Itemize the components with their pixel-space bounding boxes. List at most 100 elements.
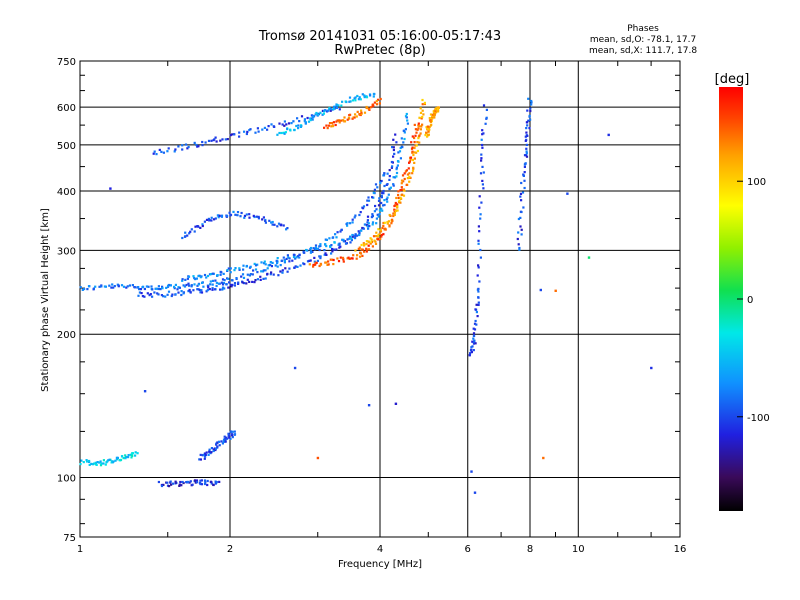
data-point <box>475 303 478 306</box>
data-point <box>342 260 345 263</box>
data-point <box>138 291 141 294</box>
data-point <box>413 151 416 154</box>
data-point <box>523 154 527 157</box>
data-point <box>303 251 306 254</box>
data-point <box>202 285 205 288</box>
data-point <box>126 285 129 288</box>
data-point <box>313 260 316 263</box>
data-point <box>395 175 398 178</box>
data-point <box>398 199 401 202</box>
data-point <box>193 230 196 233</box>
data-point <box>159 288 162 291</box>
data-point <box>243 216 246 219</box>
x-tick-label: 16 <box>674 544 687 555</box>
data-point <box>199 291 202 294</box>
data-point <box>104 463 107 466</box>
data-point <box>411 169 415 172</box>
data-point <box>354 113 357 116</box>
data-point <box>231 436 234 439</box>
data-point <box>298 256 301 259</box>
data-point <box>205 451 208 454</box>
data-point <box>365 240 368 243</box>
data-point <box>217 282 220 285</box>
data-point <box>397 193 400 197</box>
data-point <box>371 196 374 199</box>
data-point <box>330 244 333 247</box>
data-point <box>306 260 310 263</box>
data-point <box>399 157 402 160</box>
data-point <box>174 283 177 286</box>
data-point <box>270 265 273 268</box>
data-point <box>381 226 384 230</box>
data-point <box>197 145 200 148</box>
data-point <box>385 198 388 201</box>
data-point <box>327 260 330 263</box>
data-point <box>119 458 123 461</box>
data-point <box>316 247 319 250</box>
data-point <box>473 328 477 331</box>
data-point <box>388 213 391 217</box>
data-point <box>228 281 231 284</box>
data-point <box>98 461 101 464</box>
data-point <box>285 123 288 126</box>
data-point <box>375 103 379 106</box>
data-point <box>216 214 219 217</box>
data-point <box>206 479 209 483</box>
data-point <box>227 432 230 435</box>
data-point <box>525 131 528 134</box>
data-point <box>319 255 322 258</box>
data-point <box>214 447 217 450</box>
data-point <box>521 191 525 194</box>
data-point <box>114 459 117 462</box>
data-point <box>406 119 409 122</box>
data-point <box>421 115 424 119</box>
data-point <box>291 259 294 262</box>
data-point <box>238 135 241 138</box>
data-point <box>381 191 384 194</box>
data-point <box>256 127 259 130</box>
data-point <box>380 194 383 197</box>
data-point <box>221 286 225 289</box>
data-point <box>221 138 224 141</box>
data-point <box>231 133 234 136</box>
data-point <box>383 221 386 224</box>
data-point <box>200 275 203 278</box>
data-point <box>160 294 163 297</box>
data-point <box>224 440 227 443</box>
data-point <box>379 181 382 184</box>
data-point <box>401 188 404 191</box>
data-point <box>266 272 269 275</box>
data-point <box>256 271 259 274</box>
data-point <box>386 183 389 186</box>
data-point <box>367 404 371 407</box>
data-point <box>369 94 372 97</box>
data-point <box>209 283 212 286</box>
data-point <box>476 274 479 277</box>
data-point <box>146 292 149 295</box>
data-point <box>414 128 417 131</box>
data-point <box>375 231 378 234</box>
data-point <box>360 111 363 114</box>
data-point <box>293 266 296 269</box>
data-point <box>377 215 380 218</box>
data-point <box>375 222 378 225</box>
data-point <box>214 279 217 282</box>
data-point <box>417 137 420 140</box>
data-point <box>326 127 329 130</box>
data-point <box>421 98 424 102</box>
phase-stats-o: mean, sd,O: -78.1, 17.7 <box>590 35 696 45</box>
data-point <box>85 459 88 462</box>
data-point <box>208 288 211 291</box>
data-point <box>474 342 477 345</box>
data-point <box>210 447 213 450</box>
data-point <box>409 158 412 161</box>
minor-ticks <box>80 61 680 537</box>
data-point <box>143 295 146 298</box>
data-point <box>386 172 389 175</box>
data-point <box>383 184 386 188</box>
data-point <box>177 286 180 289</box>
data-point <box>382 204 385 207</box>
data-point <box>378 102 381 105</box>
data-point <box>365 243 368 246</box>
data-point <box>433 112 436 115</box>
